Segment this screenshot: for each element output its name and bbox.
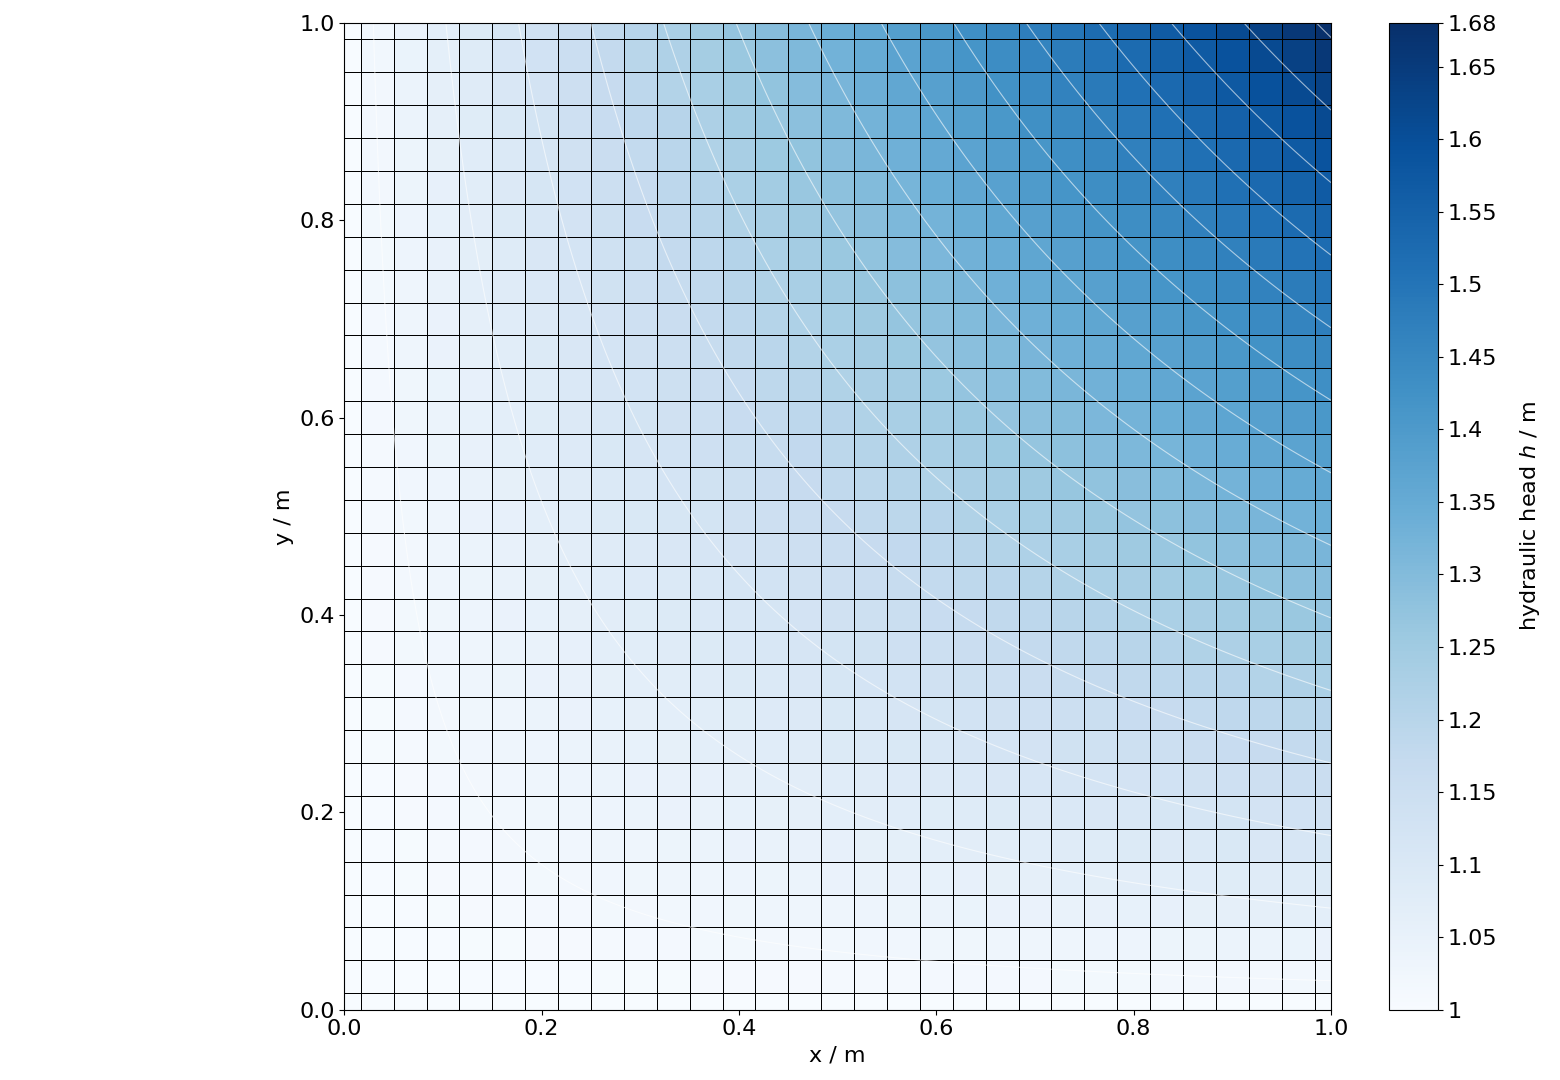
Y-axis label: hydraulic head $h$ / m: hydraulic head $h$ / m [1518,402,1543,632]
Y-axis label: y / m: y / m [273,488,293,544]
X-axis label: x / m: x / m [810,1045,866,1065]
